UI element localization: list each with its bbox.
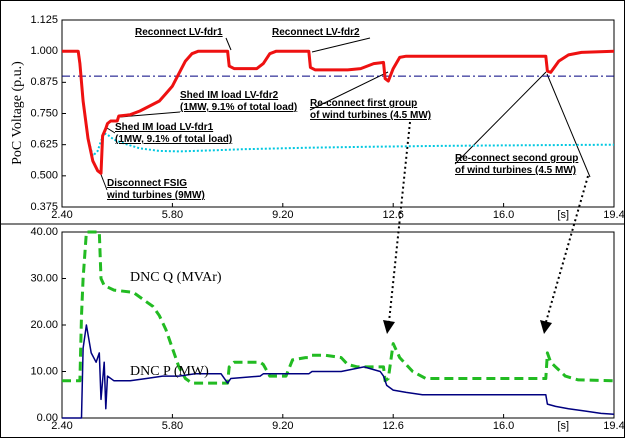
y-tick-label: 40.00	[30, 226, 58, 238]
arrows	[388, 121, 589, 323]
arrow-head	[540, 320, 552, 334]
arrow-head	[383, 320, 395, 334]
annotation: Re-connect first group	[310, 98, 417, 109]
annotation: wind turbines (9MW)	[106, 190, 205, 201]
series-label: DNC Q (MVAr)	[130, 270, 222, 285]
annotation: Shed IM load LV-fdr1	[115, 122, 214, 133]
x-tick-label: 16.0	[493, 420, 514, 432]
annotation: (1MW, 9.1% of total load)	[180, 102, 297, 113]
annotation: Shed IM load LV-fdr2	[180, 90, 279, 101]
y-axis-label: PoC Voltage (p.u.)	[10, 61, 25, 165]
x-axis-label: [s]	[557, 209, 569, 221]
y-tick-label: 30.00	[30, 272, 58, 284]
annotation: of wind turbines (4.5 MW)	[455, 165, 576, 176]
x-axis-label: [s]	[557, 420, 569, 432]
x-tick-label: 19.4	[603, 420, 624, 432]
y-tick-label: 0.00	[37, 412, 58, 424]
y-tick-label: 0.500	[30, 170, 58, 182]
annotation: Disconnect FSIG	[107, 178, 187, 189]
y-tick-label: 10.00	[30, 365, 58, 377]
y-tick-label: 0.750	[30, 107, 58, 119]
x-tick-label: 19.4	[603, 209, 624, 221]
x-tick-label: 12.6	[382, 420, 403, 432]
series-line	[62, 324, 615, 419]
x-tick-label: 2.40	[51, 209, 72, 221]
x-tick-label: 9.20	[272, 420, 293, 432]
annotation: Reconnect LV-fdr1	[135, 27, 223, 38]
annotation: Re-connect second group	[455, 153, 578, 164]
annotation: (1MW, 9.1% of total load)	[115, 134, 232, 145]
x-tick-label: 2.40	[51, 420, 72, 432]
x-tick-label: 5.80	[162, 209, 183, 221]
x-tick-label: 16.0	[493, 209, 514, 221]
y-tick-label: 1.125	[30, 14, 58, 26]
x-tick-label: 12.6	[382, 209, 403, 221]
y-tick-label: 0.625	[30, 139, 58, 151]
y-tick-label: 0.375	[30, 201, 58, 213]
y-tick-label: 1.000	[30, 45, 58, 57]
y-tick-label: 0.875	[30, 76, 58, 88]
y-tick-label: 20.00	[30, 319, 58, 331]
x-tick-label: 9.20	[272, 209, 293, 221]
series-line	[62, 49, 615, 175]
plot-area	[61, 231, 615, 419]
x-tick-label: 5.80	[162, 420, 183, 432]
series-label: DNC P (MW)	[130, 364, 209, 379]
series-line	[62, 230, 615, 385]
annotation: Reconnect LV-fdr2	[272, 27, 360, 38]
annotation: of wind turbines (4.5 MW)	[310, 110, 431, 121]
